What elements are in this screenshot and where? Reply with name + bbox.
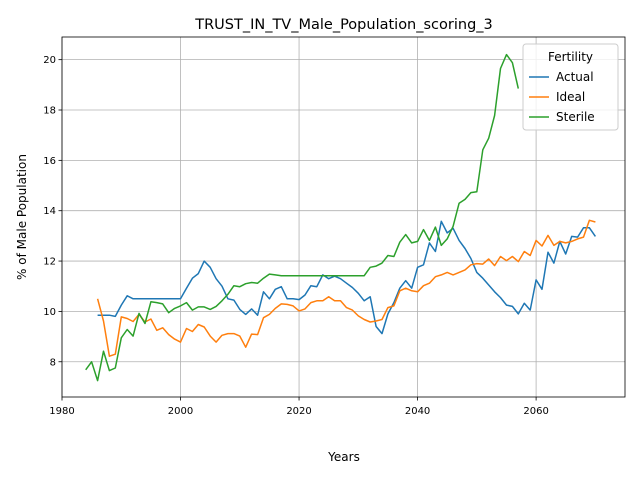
series-line-actual [97, 220, 597, 335]
chart-title: TRUST_IN_TV_Male_Population_scoring_3 [194, 17, 493, 33]
x-tick-label: 2020 [286, 406, 311, 417]
y-tick-label: 18 [43, 106, 56, 117]
legend-title: Fertility [548, 50, 593, 64]
y-axis-ticks: 8 10 12 14 16 18 20 [43, 55, 62, 368]
series-line-ideal [96, 219, 596, 357]
y-axis-label: % of Male Population [15, 154, 29, 280]
legend-label-ideal: Ideal [556, 90, 585, 104]
legend: Fertility Actual Ideal Sterile [522, 43, 619, 131]
x-tick-label: 2000 [168, 406, 193, 417]
legend-entries: Actual Ideal Sterile [529, 70, 595, 124]
x-axis-ticks: 1980 2000 2020 2040 2060 [49, 397, 549, 417]
plot-frame [61, 36, 626, 398]
y-tick-label: 8 [50, 357, 56, 368]
x-tick-label: 2040 [405, 406, 430, 417]
y-tick-label: 20 [43, 55, 56, 66]
x-tick-label: 2060 [523, 406, 548, 417]
x-axis-label: Years [327, 450, 360, 464]
series-lines [85, 53, 597, 382]
y-tick-label: 12 [43, 257, 56, 268]
y-tick-label: 16 [43, 156, 56, 167]
series-line-sterile [85, 53, 520, 382]
legend-box [522, 43, 619, 131]
y-tick-label: 14 [43, 206, 56, 217]
x-tick-label: 1980 [49, 406, 74, 417]
legend-label-sterile: Sterile [556, 110, 595, 124]
legend-label-actual: Actual [556, 70, 594, 84]
y-tick-label: 10 [43, 307, 56, 318]
